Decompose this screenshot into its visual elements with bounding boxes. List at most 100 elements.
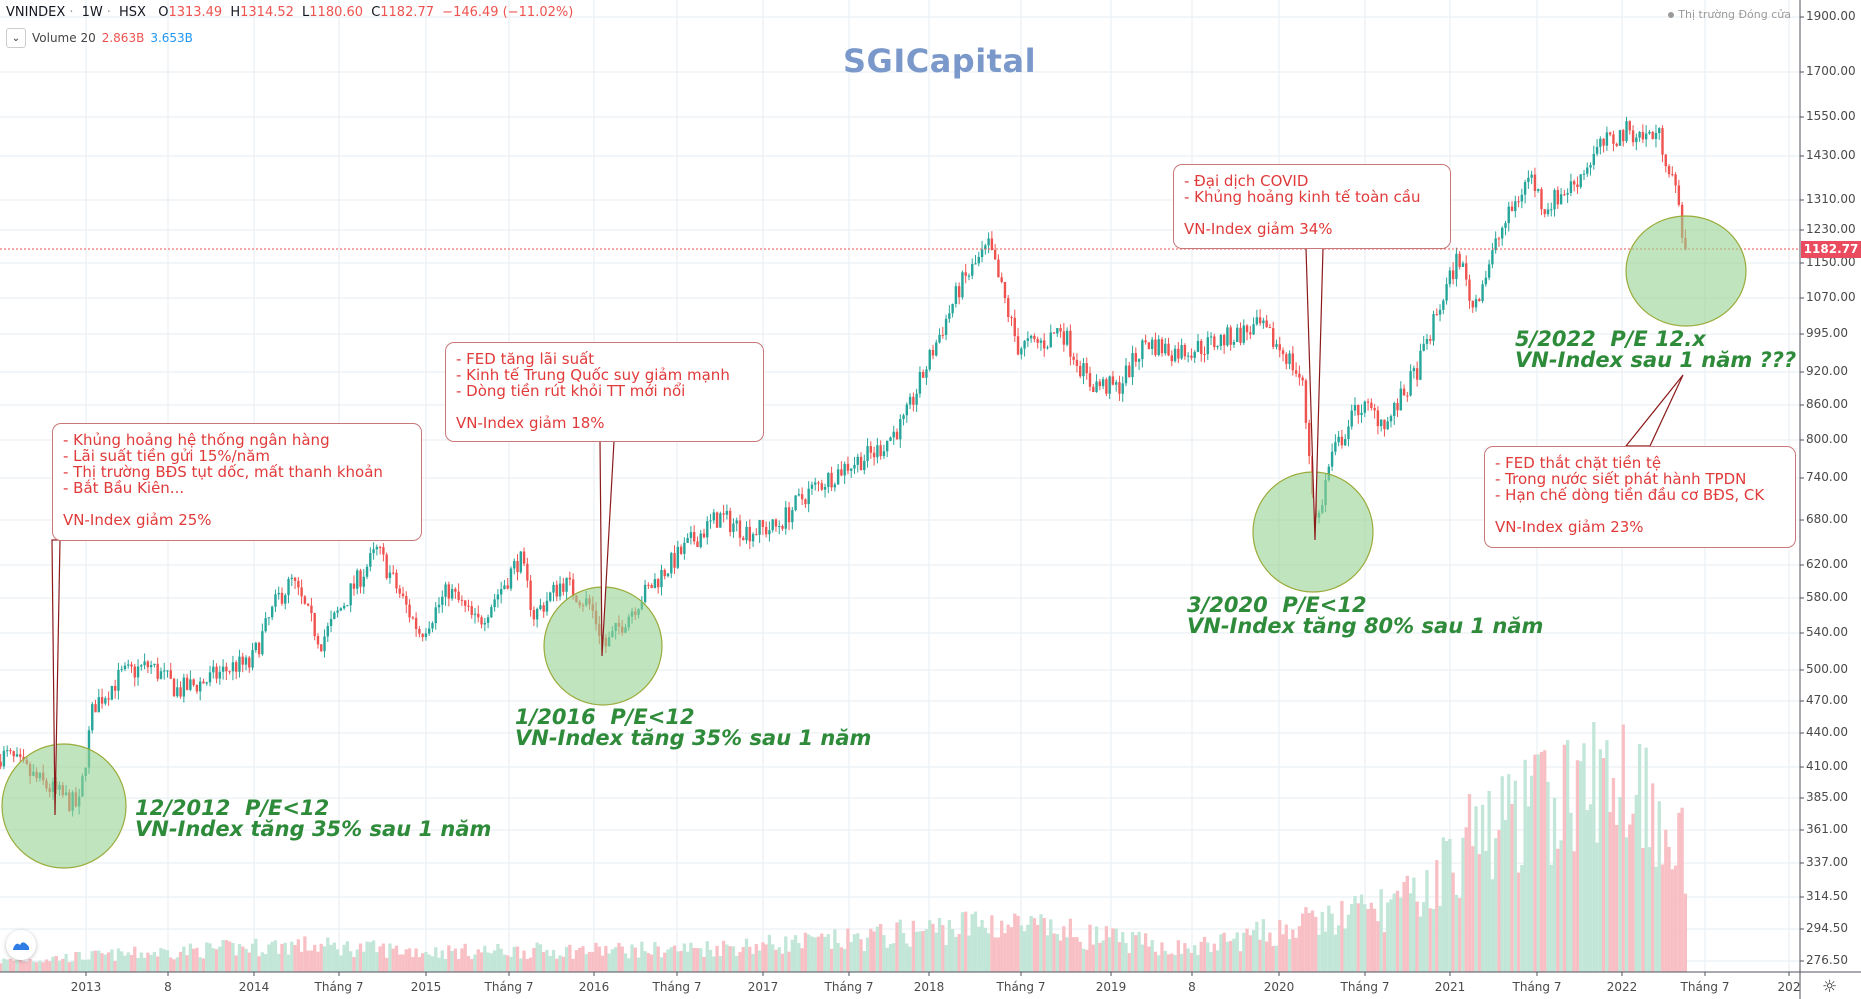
candle [980, 249, 984, 258]
volume-bar [803, 932, 808, 972]
y-tick-label: 1310.00 [1806, 192, 1856, 206]
volume-bar [1104, 926, 1109, 972]
volume-bar [823, 936, 827, 972]
y-tick-label: 620.00 [1806, 557, 1848, 571]
candle [437, 604, 441, 608]
volume-bar [1052, 933, 1056, 972]
highlight-circles [1, 215, 1747, 869]
volume-pane [0, 722, 1688, 972]
candle [1510, 206, 1514, 212]
candle [1121, 383, 1124, 394]
candle [1052, 332, 1056, 334]
candle [1144, 340, 1147, 343]
candle [1020, 348, 1023, 355]
volume-bar [322, 946, 327, 972]
candle [405, 596, 408, 605]
volume-bar [1611, 778, 1616, 972]
status-dot-icon [1668, 12, 1675, 18]
volume-bar [1006, 924, 1010, 972]
volume-bar [1209, 952, 1213, 972]
candle [1010, 317, 1013, 319]
volume-bar [558, 955, 562, 972]
y-tick-label: 1070.00 [1806, 290, 1856, 304]
symbol-legend[interactable]: VNINDEX · 1W · HSX O1313.49 H1314.52 L1180… [6, 5, 574, 20]
candle [1429, 339, 1432, 341]
candle [1360, 412, 1363, 416]
candle [293, 577, 297, 581]
volume-bar [129, 954, 134, 972]
candle [467, 605, 470, 607]
candle [709, 520, 712, 522]
close-label: C [371, 5, 381, 20]
volume-bar [84, 959, 88, 972]
volume-bar [133, 946, 137, 972]
volume-bar [947, 919, 951, 972]
volume-bar [1304, 907, 1308, 972]
candle [1448, 270, 1452, 285]
candle [555, 584, 558, 597]
candle [1595, 146, 1599, 154]
volume-bar [1193, 945, 1197, 972]
volume-bar [1559, 840, 1563, 972]
highlight-circle-2022 [1625, 215, 1747, 327]
volume-bar [721, 940, 726, 972]
candle [264, 618, 267, 632]
volume-bar [48, 961, 52, 972]
volume-bar [67, 962, 71, 972]
volume-bar [1546, 781, 1550, 972]
candle [1098, 381, 1102, 387]
volume-bar [512, 946, 516, 972]
candle [889, 437, 892, 441]
volume-bar [996, 937, 1001, 972]
candle [830, 472, 833, 488]
volume-bar [44, 959, 49, 972]
volume-bar [21, 961, 26, 972]
volume-bar [195, 947, 199, 972]
candle [571, 579, 575, 596]
candle [1664, 154, 1667, 167]
x-tick-label: 2013 [70, 980, 102, 994]
volume-bar [502, 954, 507, 972]
candle [902, 415, 905, 420]
volume-bar [496, 943, 500, 972]
volume-bar [103, 954, 107, 972]
volume-bar [411, 957, 415, 972]
collapse-chevron-icon[interactable]: ⌄ [6, 28, 26, 48]
label-2022: 5/2022 P/E 12.x VN-Index sau 1 năm ??? [1515, 329, 1796, 371]
tradingview-logo-icon[interactable] [6, 930, 36, 960]
candle [176, 687, 179, 697]
candle [1206, 337, 1209, 355]
volume-bar [748, 946, 752, 972]
annotation-line: - FED thắt chặt tiền tệ [1495, 454, 1662, 472]
volume-bar [610, 949, 615, 972]
candle [692, 532, 696, 542]
candle [1265, 320, 1268, 328]
volume-bar [201, 958, 206, 972]
volume-bar [1320, 911, 1324, 972]
brand-watermark: SGICapital [843, 42, 1037, 80]
volume-bar [460, 948, 464, 972]
volume-bar [1415, 901, 1419, 972]
volume-bar [1601, 757, 1606, 972]
volume-bar [843, 948, 847, 972]
candle [356, 570, 359, 589]
volume-bar [784, 936, 788, 972]
volume-bar [362, 951, 366, 972]
settings-gear-icon[interactable]: ☼ [1822, 977, 1838, 997]
volume-bar [532, 947, 536, 972]
candle [532, 609, 536, 620]
candle [1059, 328, 1062, 332]
volume-bar [970, 914, 974, 972]
candle [185, 677, 189, 690]
y-tick-label: 361.00 [1806, 822, 1848, 836]
volume-bar [1229, 940, 1233, 972]
candle [719, 513, 722, 528]
candle [535, 608, 539, 620]
candle [928, 349, 931, 370]
candle [172, 678, 176, 697]
volume-bar [944, 944, 948, 972]
x-tick-label: Tháng 7 [484, 980, 534, 994]
candle [1550, 209, 1553, 211]
volume-bar [1536, 754, 1540, 972]
